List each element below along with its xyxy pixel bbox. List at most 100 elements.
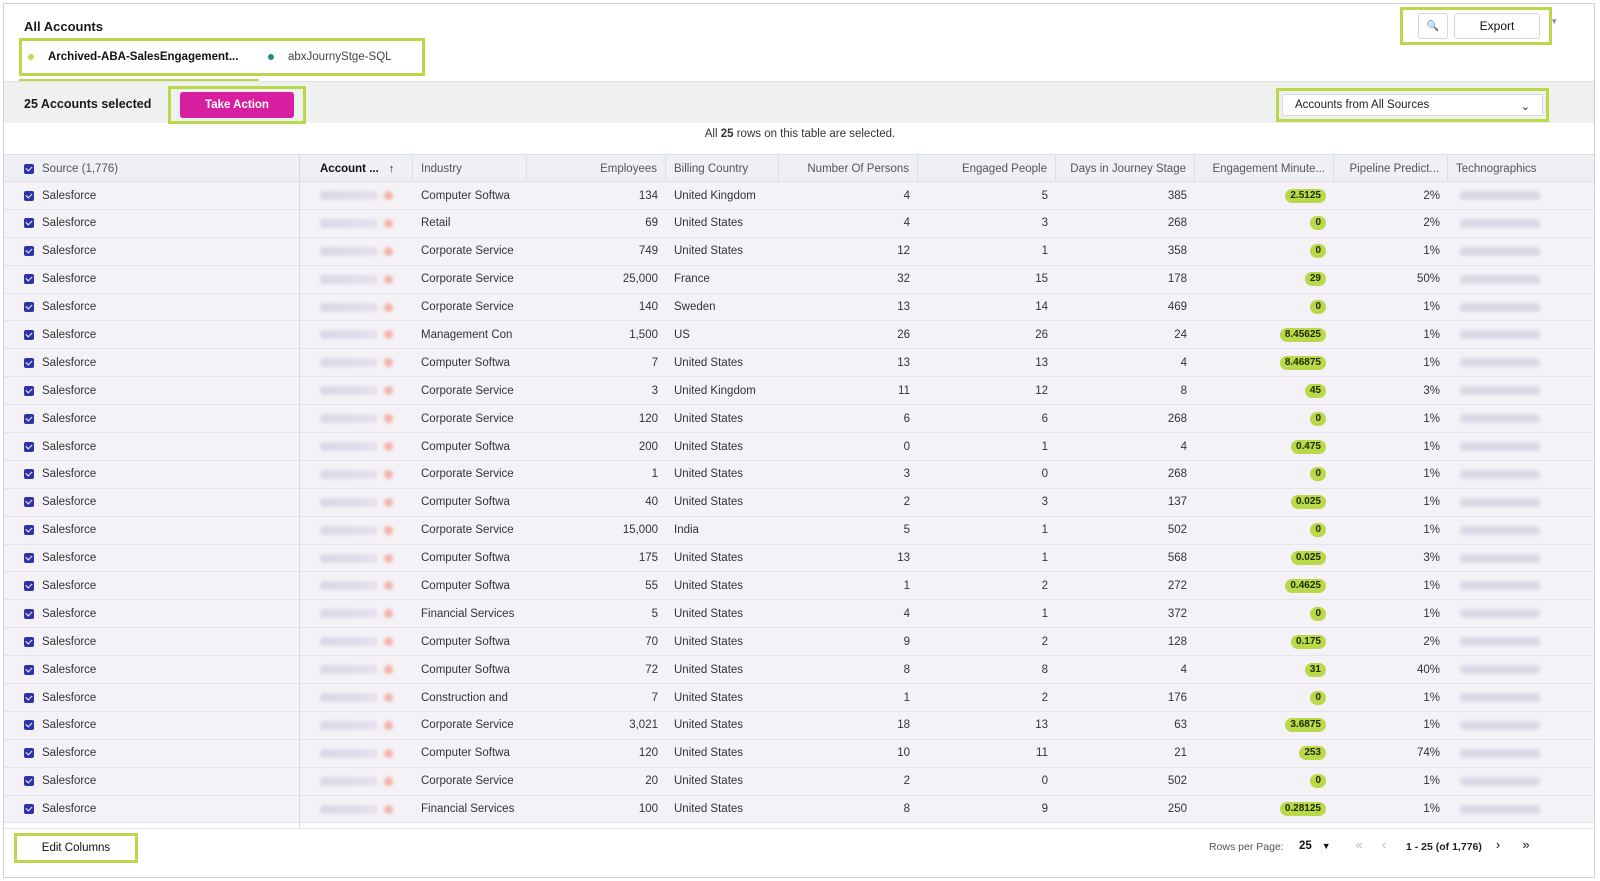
table-row[interactable]: Salesforce Computer Softwa 40 United States… xyxy=(4,488,1594,517)
table-row[interactable]: Salesforce Computer Softwa 70 United States… xyxy=(4,628,1594,657)
column-header-employees[interactable]: Employees xyxy=(527,155,666,182)
row-checkbox[interactable] xyxy=(24,636,34,647)
row-checkbox[interactable] xyxy=(24,776,34,787)
chevron-down-icon[interactable]: ▾ xyxy=(1552,16,1557,26)
column-header-techno[interactable]: Technographics xyxy=(1448,155,1594,182)
redacted-account-name[interactable] xyxy=(320,581,378,591)
redacted-account-name[interactable] xyxy=(320,330,378,340)
redacted-account-name[interactable] xyxy=(320,776,378,786)
redacted-account-name[interactable] xyxy=(320,553,378,563)
row-checkbox[interactable] xyxy=(24,246,34,257)
table-row[interactable]: Salesforce Corporate Service 1 United State… xyxy=(4,460,1594,489)
row-checkbox[interactable] xyxy=(24,413,34,424)
redacted-account-name[interactable] xyxy=(320,804,378,814)
row-checkbox[interactable] xyxy=(24,748,34,759)
row-checkbox[interactable] xyxy=(24,497,34,508)
table-row[interactable]: Salesforce Computer Softwa 120 United State… xyxy=(4,739,1594,768)
row-checkbox[interactable] xyxy=(24,720,34,731)
table-row[interactable]: Salesforce Corporate Service 25,000 France 3… xyxy=(4,265,1594,294)
source-value: Salesforce xyxy=(42,412,97,425)
table-row[interactable]: Salesforce Computer Softwa 72 United States… xyxy=(4,656,1594,685)
redacted-account-name[interactable] xyxy=(320,637,378,647)
redacted-account-name[interactable] xyxy=(320,442,378,452)
table-row[interactable]: Salesforce Computer Softwa 55 United States… xyxy=(4,572,1594,601)
column-header-industry[interactable]: Industry xyxy=(413,155,527,182)
column-header-source[interactable]: Source (1,776) xyxy=(4,155,300,182)
table-row[interactable]: Salesforce Corporate Service 120 United Sta… xyxy=(4,405,1594,434)
redacted-account-name[interactable] xyxy=(320,525,378,535)
table-row[interactable]: Salesforce Corporate Service 20 United Stat… xyxy=(4,767,1594,796)
table-row[interactable]: Salesforce Corporate Service 140 Sweden 13 14… xyxy=(4,293,1594,322)
redacted-account-name[interactable] xyxy=(320,609,378,619)
table-row[interactable]: Salesforce Corporate Service 3,021 United S… xyxy=(4,711,1594,740)
redacted-account-name[interactable] xyxy=(320,497,378,507)
source-select[interactable]: Accounts from All Sources ⌄ xyxy=(1282,94,1543,116)
last-page-icon[interactable]: » xyxy=(1522,837,1530,852)
column-header-country[interactable]: Billing Country xyxy=(666,155,779,182)
tab-archived-aba[interactable]: Archived-ABA-SalesEngagement... xyxy=(19,41,268,81)
row-checkbox[interactable] xyxy=(24,664,34,675)
engaged-value: 15 xyxy=(1035,273,1048,286)
search-button[interactable]: 🔍 xyxy=(1418,13,1448,39)
column-header-account[interactable]: Account ... ↑ xyxy=(300,155,413,182)
row-checkbox[interactable] xyxy=(24,329,34,340)
column-header-days[interactable]: Days in Journey Stage xyxy=(1056,155,1195,182)
row-checkbox[interactable] xyxy=(24,218,34,229)
redacted-account-name[interactable] xyxy=(320,302,378,312)
table-row[interactable]: Salesforce Construction and 7 United States… xyxy=(4,684,1594,712)
redacted-account-name[interactable] xyxy=(320,469,378,479)
redacted-account-name[interactable] xyxy=(320,665,378,675)
row-checkbox[interactable] xyxy=(24,580,34,591)
row-checkbox[interactable] xyxy=(24,190,34,201)
row-checkbox[interactable] xyxy=(24,441,34,452)
table-row[interactable]: Salesforce Computer Softwa 200 United State… xyxy=(4,433,1594,461)
table-row[interactable]: Salesforce Corporate Service 3 United Kingd… xyxy=(4,377,1594,406)
redacted-account-name[interactable] xyxy=(320,720,378,730)
table-row[interactable]: Salesforce Corporate Service 15,000 India 5 1… xyxy=(4,516,1594,545)
row-checkbox[interactable] xyxy=(24,525,34,536)
edit-columns-button[interactable]: Edit Columns xyxy=(41,842,111,854)
tab-abx-journey-stage[interactable]: abxJournyStge-SQL xyxy=(268,41,392,73)
row-checkbox[interactable] xyxy=(24,692,34,703)
cell-engaged: 8 xyxy=(918,656,1056,683)
table-row[interactable]: Salesforce Financial Services 5 United Stat… xyxy=(4,600,1594,629)
redacted-account-name[interactable] xyxy=(320,414,378,424)
row-checkbox[interactable] xyxy=(24,385,34,396)
column-header-persons[interactable]: Number Of Persons xyxy=(779,155,918,182)
redacted-account-name[interactable] xyxy=(320,191,378,200)
row-checkbox[interactable] xyxy=(24,553,34,564)
table-row[interactable]: Salesforce Management Con 1,500 US 26 26 24 8.4… xyxy=(4,321,1594,350)
redacted-account-name[interactable] xyxy=(320,274,378,284)
table-row[interactable]: Salesforce Financial Services 100 United St… xyxy=(4,795,1594,824)
cell-account xyxy=(300,461,413,488)
export-button[interactable]: Export xyxy=(1454,13,1540,39)
table-row[interactable]: Salesforce Retail 69 United States 4 3 268 0 2% xyxy=(4,209,1594,238)
redacted-account-name[interactable] xyxy=(320,386,378,396)
column-header-pipeline[interactable]: Pipeline Predict... xyxy=(1334,155,1448,182)
row-checkbox[interactable] xyxy=(24,469,34,480)
sort-ascending-icon[interactable]: ↑ xyxy=(388,162,395,175)
table-row[interactable]: Salesforce Corporate Service 749 United Sta… xyxy=(4,237,1594,266)
row-checkbox[interactable] xyxy=(24,274,34,285)
column-header-minutes[interactable]: Engagement Minute... xyxy=(1195,155,1334,182)
country-value: France xyxy=(674,273,710,286)
previous-page-icon[interactable]: ‹ xyxy=(1381,837,1387,852)
table-row[interactable]: Salesforce Computer Softwa 134 United Kingd… xyxy=(4,182,1594,210)
rows-per-page-select[interactable]: 25 ▼ xyxy=(1289,835,1339,857)
column-header-engaged[interactable]: Engaged People xyxy=(918,155,1056,182)
first-page-icon[interactable]: « xyxy=(1355,837,1363,852)
redacted-account-name[interactable] xyxy=(320,748,378,758)
table-row[interactable]: Salesforce Computer Softwa 7 United States 1… xyxy=(4,349,1594,378)
row-checkbox[interactable] xyxy=(24,804,34,815)
take-action-button[interactable]: Take Action xyxy=(180,92,294,118)
redacted-account-name[interactable] xyxy=(320,246,378,256)
redacted-account-name[interactable] xyxy=(320,358,378,368)
select-all-checkbox[interactable] xyxy=(24,163,34,174)
row-checkbox[interactable] xyxy=(24,357,34,368)
row-checkbox[interactable] xyxy=(24,302,34,313)
redacted-account-name[interactable] xyxy=(320,693,378,703)
redacted-account-name[interactable] xyxy=(320,218,378,228)
next-page-icon[interactable]: › xyxy=(1495,837,1501,852)
row-checkbox[interactable] xyxy=(24,608,34,619)
table-row[interactable]: Salesforce Computer Softwa 175 United State… xyxy=(4,544,1594,573)
